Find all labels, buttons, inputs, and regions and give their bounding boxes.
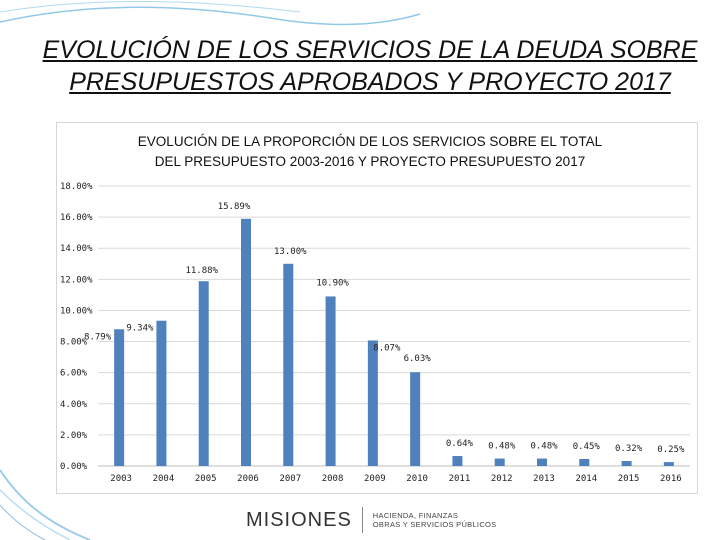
- data-label: 0.25%: [657, 445, 685, 455]
- logo-subtitle-line-1: HACIENDA, FINANZAS: [372, 511, 459, 520]
- y-tick-label: 16.00%: [60, 213, 93, 223]
- x-tick-label: 2016: [660, 474, 682, 484]
- chart-title-line-1: EVOLUCIÓN DE LA PROPORCIÓN DE LOS SERVIC…: [137, 134, 603, 149]
- footer-logo: MISIONES HACIENDA, FINANZAS OBRAS Y SERV…: [246, 506, 496, 534]
- bar: [114, 329, 125, 466]
- data-label: 10.90%: [316, 278, 349, 288]
- x-tick-label: 2009: [364, 474, 386, 484]
- logo-divider: [361, 507, 363, 533]
- bar: [198, 281, 209, 466]
- data-label: 9.34%: [126, 324, 154, 334]
- x-tick-label: 2008: [322, 474, 344, 484]
- data-label: 8.07%: [373, 343, 401, 353]
- bar: [494, 458, 505, 466]
- data-label: 15.89%: [218, 202, 251, 212]
- bar: [663, 462, 674, 466]
- bar: [367, 340, 378, 466]
- x-tick-label: 2007: [279, 474, 301, 484]
- y-tick-label: 8.00%: [60, 338, 88, 348]
- x-tick-label: 2011: [449, 474, 471, 484]
- x-tick-label: 2006: [237, 474, 259, 484]
- logo-text: MISIONES: [246, 508, 352, 531]
- y-tick-label: 10.00%: [60, 306, 93, 316]
- bar: [452, 456, 463, 466]
- data-label: 13.00%: [274, 247, 307, 257]
- x-tick-label: 2010: [406, 474, 428, 484]
- data-label: 11.88%: [185, 266, 218, 276]
- bar: [537, 458, 547, 466]
- bar: [156, 320, 167, 466]
- y-tick-label: 14.00%: [60, 244, 93, 254]
- data-label: 0.48%: [530, 442, 558, 452]
- slide-title-line-2: PRESUPUESTOS APROBADOS Y PROYECTO 2017: [69, 68, 671, 96]
- bar: [579, 459, 590, 466]
- x-tick-label: 2012: [491, 474, 513, 484]
- bar: [283, 263, 294, 466]
- y-tick-label: 0.00%: [60, 462, 88, 472]
- logo-subtitle: HACIENDA, FINANZAS OBRAS Y SERVICIOS PÚB…: [373, 511, 497, 529]
- bar: [410, 372, 421, 466]
- x-tick-label: 2005: [195, 474, 217, 484]
- slide-title-line-1: EVOLUCIÓN DE LOS SERVICIOS DE LA DEUDA S…: [42, 36, 698, 64]
- logo-subtitle-line-2: OBRAS Y SERVICIOS PÚBLICOS: [372, 520, 497, 529]
- chart-title: EVOLUCIÓN DE LA PROPORCIÓN DE LOS SERVIC…: [60, 132, 680, 172]
- data-label: 8.79%: [84, 332, 112, 342]
- data-label: 6.03%: [404, 354, 432, 364]
- slide-title: EVOLUCIÓN DE LOS SERVICIOS DE LA DEUDA S…: [40, 34, 700, 98]
- bar: [241, 218, 251, 466]
- y-tick-label: 4.00%: [60, 400, 88, 410]
- x-tick-label: 2013: [533, 474, 555, 484]
- data-label: 0.48%: [488, 442, 516, 452]
- y-tick-label: 12.00%: [60, 275, 93, 285]
- data-label: 0.64%: [446, 439, 474, 449]
- data-label: 0.45%: [573, 442, 601, 452]
- data-label: 0.32%: [615, 444, 643, 454]
- x-tick-label: 2003: [110, 474, 132, 484]
- bar: [621, 461, 632, 466]
- x-tick-label: 2015: [618, 474, 640, 484]
- y-tick-label: 2.00%: [60, 431, 88, 441]
- bar: [325, 296, 336, 466]
- chart-title-line-2: DEL PRESUPUESTO 2003-2016 Y PROYECTO PRE…: [154, 154, 586, 169]
- y-tick-label: 18.00%: [60, 182, 93, 192]
- x-tick-label: 2004: [153, 474, 175, 484]
- y-tick-label: 6.00%: [60, 369, 88, 379]
- x-tick-label: 2014: [575, 474, 597, 484]
